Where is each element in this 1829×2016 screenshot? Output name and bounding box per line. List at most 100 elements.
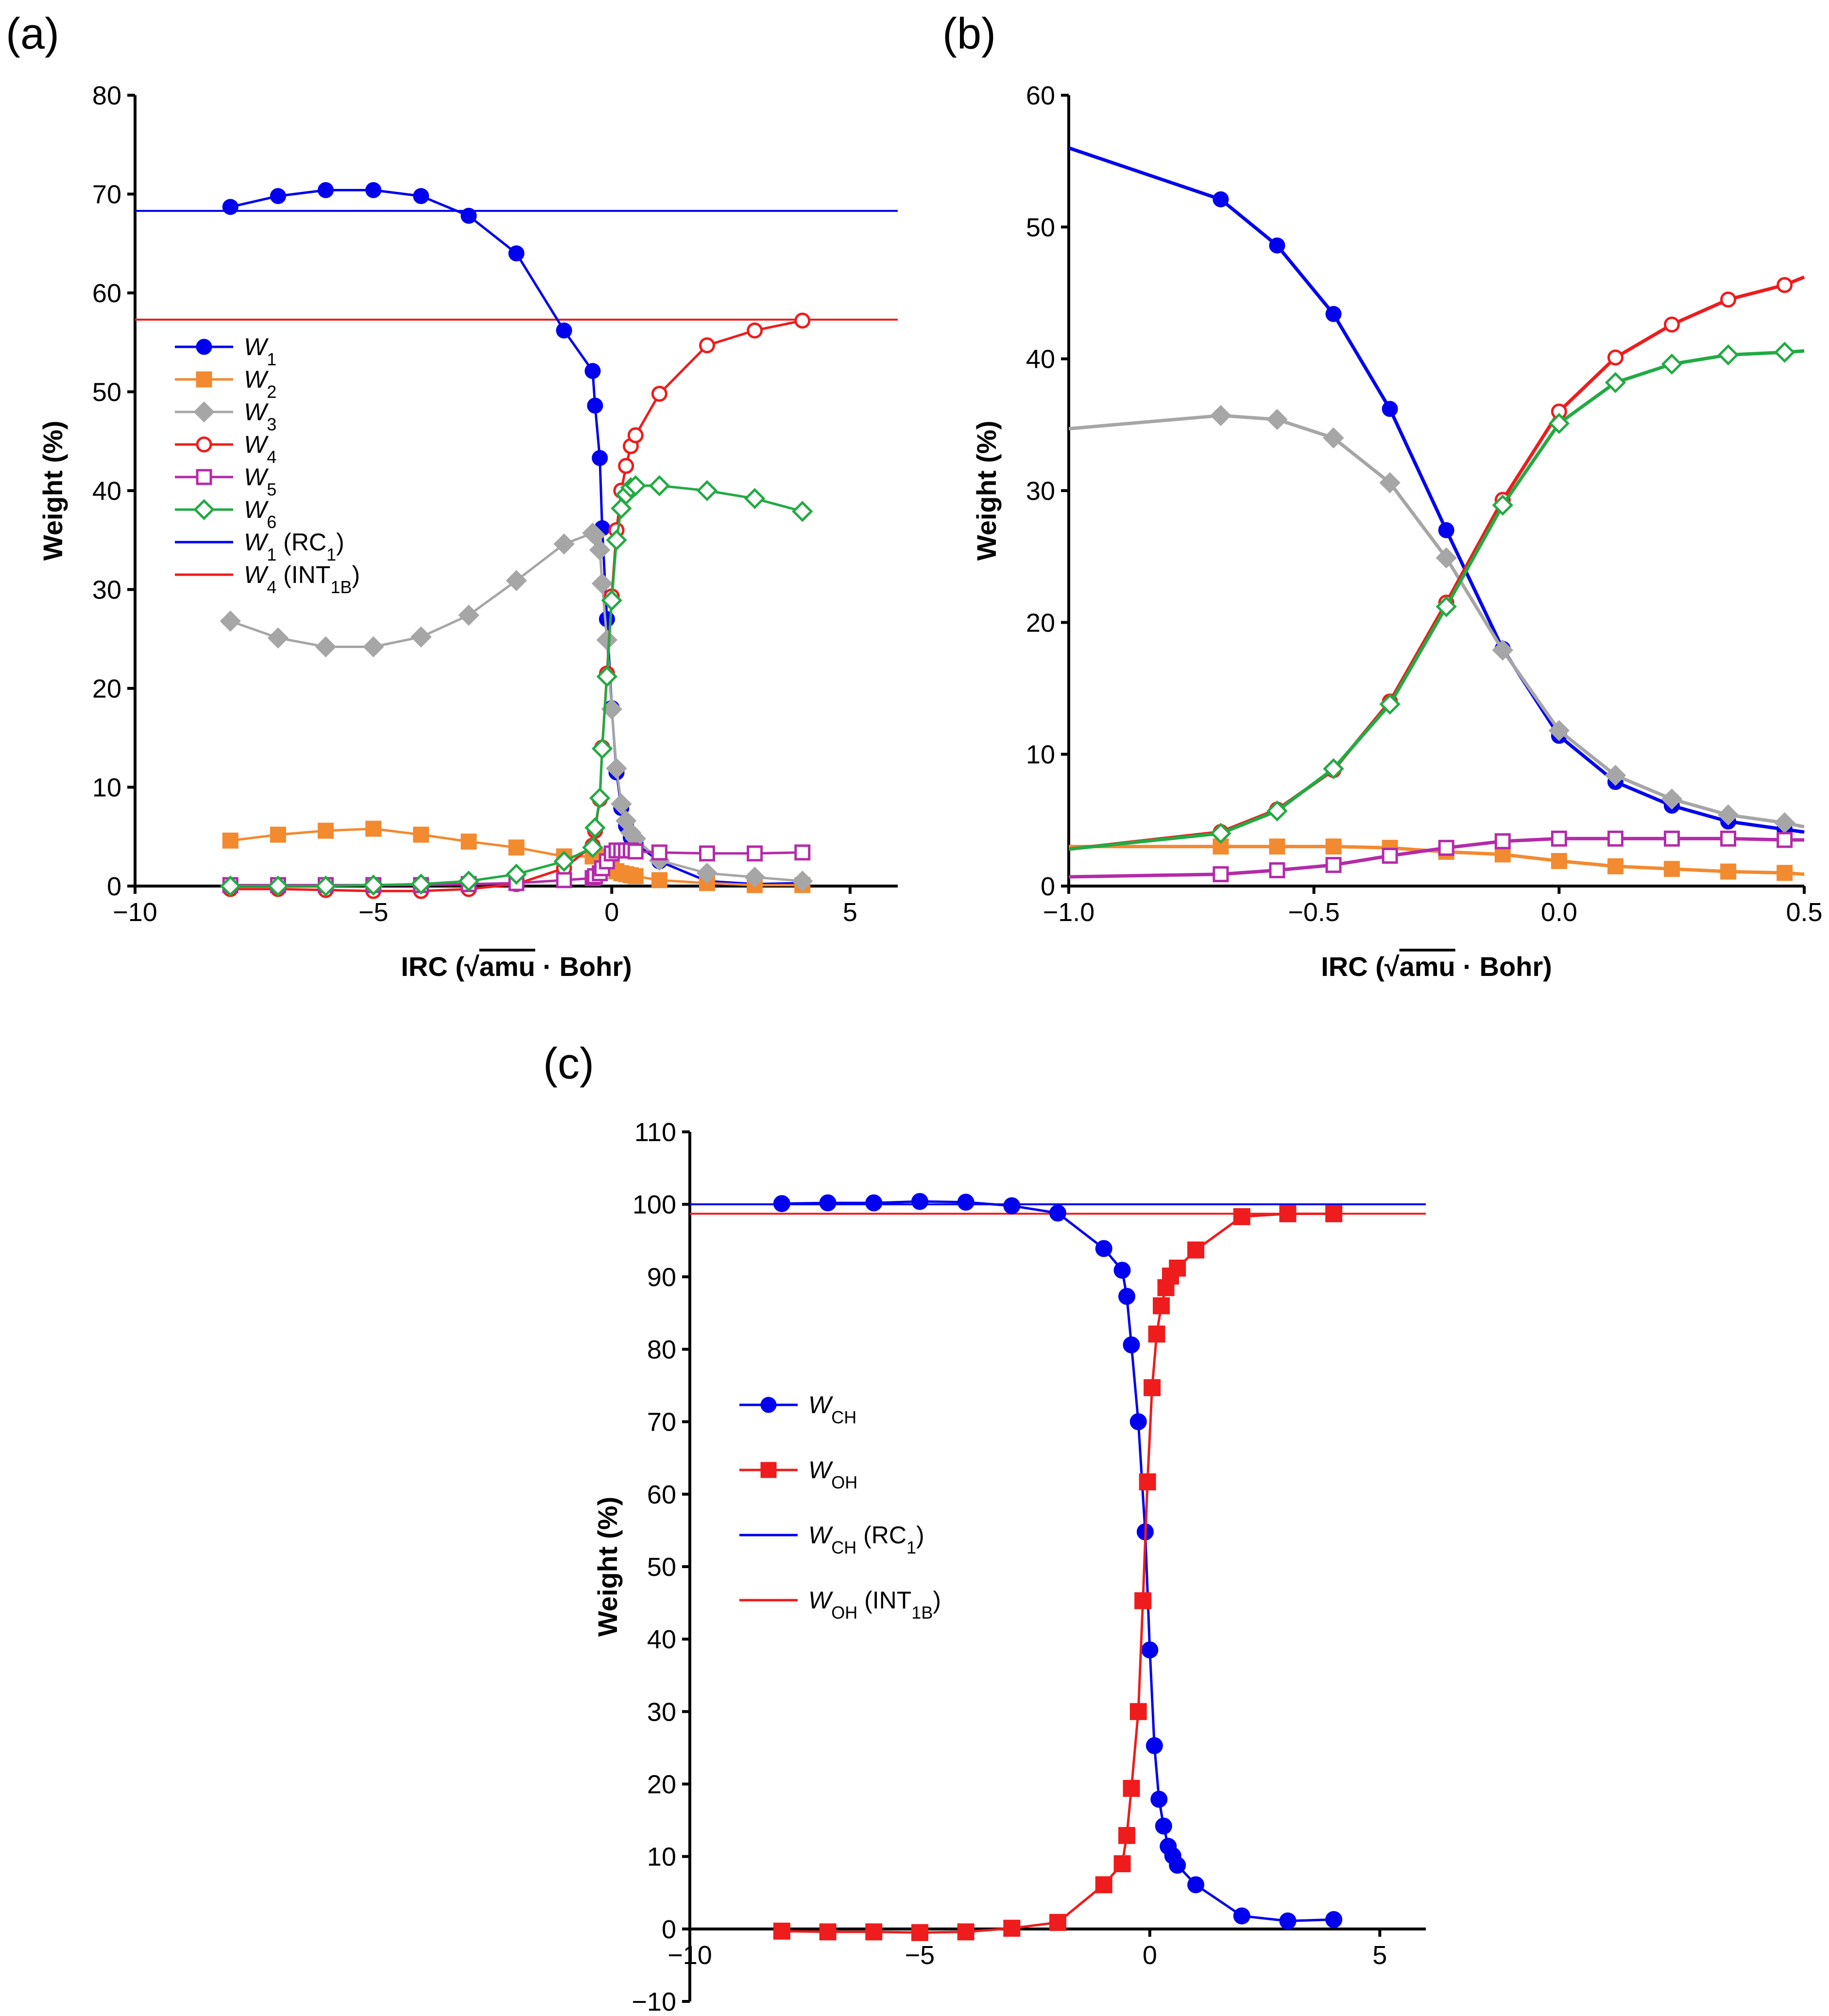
data-point-WCH bbox=[1145, 1737, 1163, 1754]
legend-label: W6 bbox=[244, 496, 276, 532]
data-point-W4 bbox=[1607, 349, 1624, 366]
data-point-W5 bbox=[651, 844, 667, 861]
data-point-WCH bbox=[1118, 1288, 1136, 1305]
data-point-WCH bbox=[1129, 1413, 1147, 1431]
panel-label: (c) bbox=[543, 1040, 594, 1088]
y-tick-label: 40 bbox=[647, 1625, 676, 1654]
data-point-WOH bbox=[1279, 1205, 1297, 1223]
data-point-W5 bbox=[627, 843, 644, 860]
data-point-W6 bbox=[584, 817, 606, 838]
y-tick-label: 50 bbox=[92, 378, 121, 407]
data-point-W6 bbox=[1717, 344, 1739, 366]
data-point-W6 bbox=[591, 738, 613, 759]
data-point-W6 bbox=[1605, 372, 1626, 393]
legend-label: W3 bbox=[244, 398, 276, 434]
legend-marker bbox=[760, 1462, 777, 1478]
data-point-W6 bbox=[1266, 800, 1288, 822]
data-point-WOH bbox=[957, 1923, 974, 1941]
data-point-W3 bbox=[1548, 720, 1570, 741]
data-point-W1 bbox=[270, 188, 286, 205]
data-point-W3 bbox=[606, 758, 627, 779]
legend-marker bbox=[196, 436, 212, 453]
legend-label: W4 (INT1B) bbox=[244, 561, 360, 597]
y-tick-label: 80 bbox=[92, 81, 121, 110]
series-line-WCH bbox=[782, 1200, 1334, 1922]
data-point-W3 bbox=[315, 636, 337, 658]
data-point-WOH bbox=[1139, 1473, 1156, 1490]
data-point-WCH bbox=[1113, 1262, 1131, 1279]
data-point-W2 bbox=[1325, 838, 1342, 855]
data-point-W1 bbox=[592, 450, 608, 466]
data-point-WCH bbox=[1187, 1876, 1205, 1894]
series-line-W4 bbox=[230, 319, 803, 892]
data-point-W3 bbox=[696, 862, 718, 884]
legend-label: WCH (RC1) bbox=[808, 1521, 924, 1557]
data-point-W6 bbox=[1492, 495, 1513, 516]
data-point-W6 bbox=[506, 863, 527, 885]
y-axis-title: Weight (%) bbox=[592, 1497, 623, 1637]
data-point-W4 bbox=[627, 427, 644, 444]
x-tick-label: 5 bbox=[843, 898, 857, 927]
data-point-W3 bbox=[611, 793, 632, 815]
data-point-W3 bbox=[553, 533, 575, 555]
series-line-W4 bbox=[1069, 275, 1805, 851]
x-tick-label: −10 bbox=[113, 898, 157, 927]
y-tick-label: 20 bbox=[1026, 608, 1055, 637]
data-point-W3 bbox=[267, 627, 289, 649]
y-tick-label: 90 bbox=[647, 1263, 676, 1292]
legend-marker bbox=[760, 1397, 777, 1413]
data-point-WOH bbox=[1169, 1259, 1186, 1277]
data-point-W3 bbox=[220, 610, 241, 632]
data-point-W5 bbox=[699, 845, 715, 862]
data-point-W2 bbox=[1663, 861, 1680, 877]
data-point-W6 bbox=[1548, 412, 1570, 434]
data-point-WOH bbox=[865, 1923, 883, 1941]
data-point-W3 bbox=[792, 871, 813, 892]
data-point-W2 bbox=[365, 820, 382, 837]
data-point-W3 bbox=[1266, 409, 1288, 430]
plot-area bbox=[690, 1193, 1426, 1941]
x-tick-label: 5 bbox=[1372, 1941, 1387, 1970]
plot-area bbox=[135, 182, 898, 899]
data-point-WOH bbox=[1003, 1919, 1021, 1937]
data-point-W3 bbox=[458, 604, 479, 626]
data-point-W6 bbox=[792, 500, 813, 522]
data-point-W2 bbox=[318, 822, 334, 839]
data-point-WCH bbox=[911, 1193, 928, 1210]
data-point-WOH bbox=[773, 1922, 790, 1940]
data-point-W3 bbox=[362, 636, 384, 658]
y-tick-label: −10 bbox=[632, 1987, 676, 2016]
data-point-W4 bbox=[794, 312, 811, 329]
x-tick-label: 0.5 bbox=[1786, 898, 1822, 927]
data-point-W3 bbox=[410, 626, 432, 648]
data-point-WOH bbox=[1325, 1205, 1343, 1223]
legend-marker bbox=[193, 499, 215, 520]
data-point-W6 bbox=[267, 875, 289, 897]
y-tick-label: 0 bbox=[107, 872, 121, 901]
data-point-WOH bbox=[1233, 1208, 1250, 1226]
data-point-W1 bbox=[587, 397, 603, 414]
x-tick-label: 0 bbox=[1143, 1941, 1157, 1970]
data-point-W3 bbox=[591, 573, 613, 595]
data-point-W5 bbox=[1213, 866, 1229, 883]
y-axis-title: Weight (%) bbox=[971, 421, 1002, 561]
data-point-W6 bbox=[589, 787, 611, 809]
y-tick-label: 60 bbox=[647, 1480, 676, 1509]
data-point-W1 bbox=[1213, 191, 1229, 207]
x-axis-title: IRC (√amu · Bohr) bbox=[401, 951, 632, 982]
data-point-W6 bbox=[1323, 758, 1344, 780]
data-point-W5 bbox=[1494, 833, 1511, 850]
data-point-W5 bbox=[1269, 862, 1285, 878]
data-point-W6 bbox=[582, 837, 603, 858]
y-tick-label: 20 bbox=[92, 674, 121, 703]
data-point-W1 bbox=[1269, 237, 1285, 254]
data-point-W6 bbox=[458, 871, 479, 892]
legend-marker bbox=[196, 371, 212, 388]
series-line-W6 bbox=[1069, 349, 1805, 851]
data-point-W6 bbox=[1379, 693, 1401, 715]
data-point-W3 bbox=[589, 539, 611, 561]
data-point-W3 bbox=[1436, 547, 1457, 569]
y-tick-label: 70 bbox=[92, 180, 121, 209]
legend-label: W5 bbox=[244, 463, 276, 499]
